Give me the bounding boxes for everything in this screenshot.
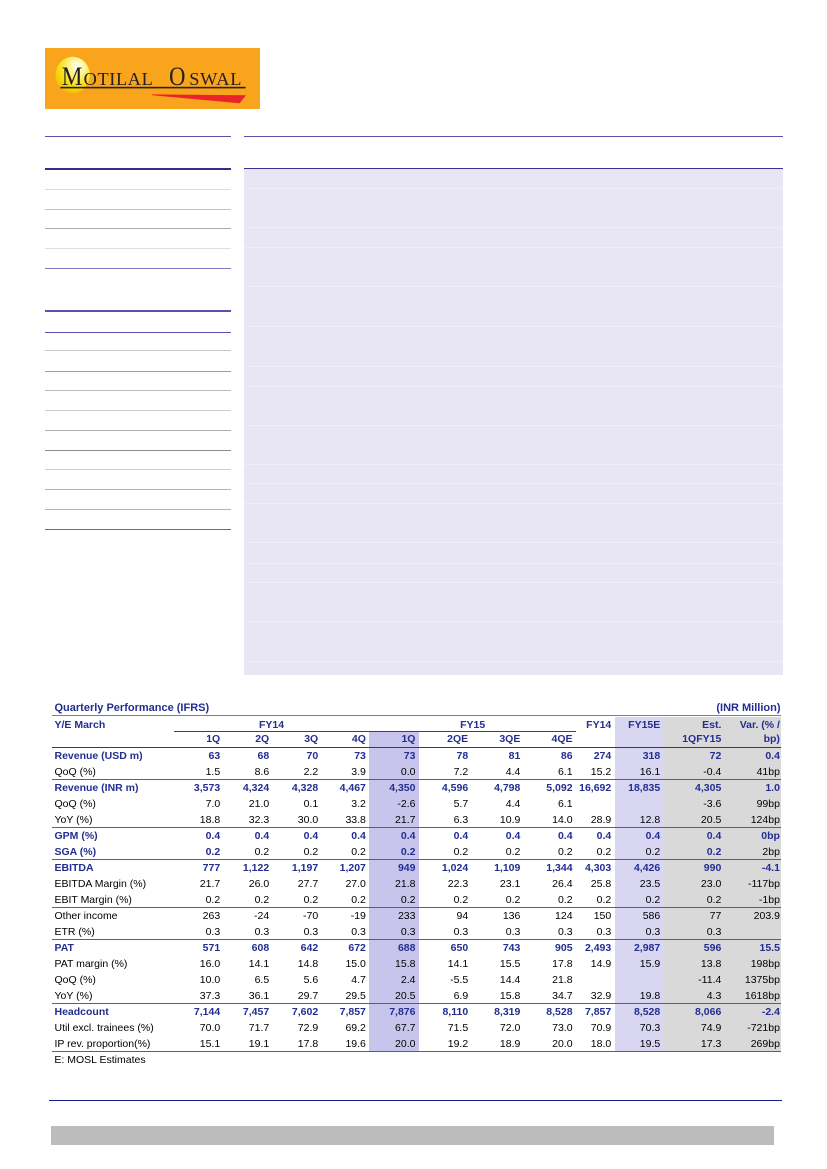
svg-text:M: M: [62, 61, 83, 91]
svg-text:O: O: [169, 61, 185, 91]
svg-text:SWAL: SWAL: [189, 69, 241, 89]
svg-text:OTILAL: OTILAL: [84, 69, 153, 89]
